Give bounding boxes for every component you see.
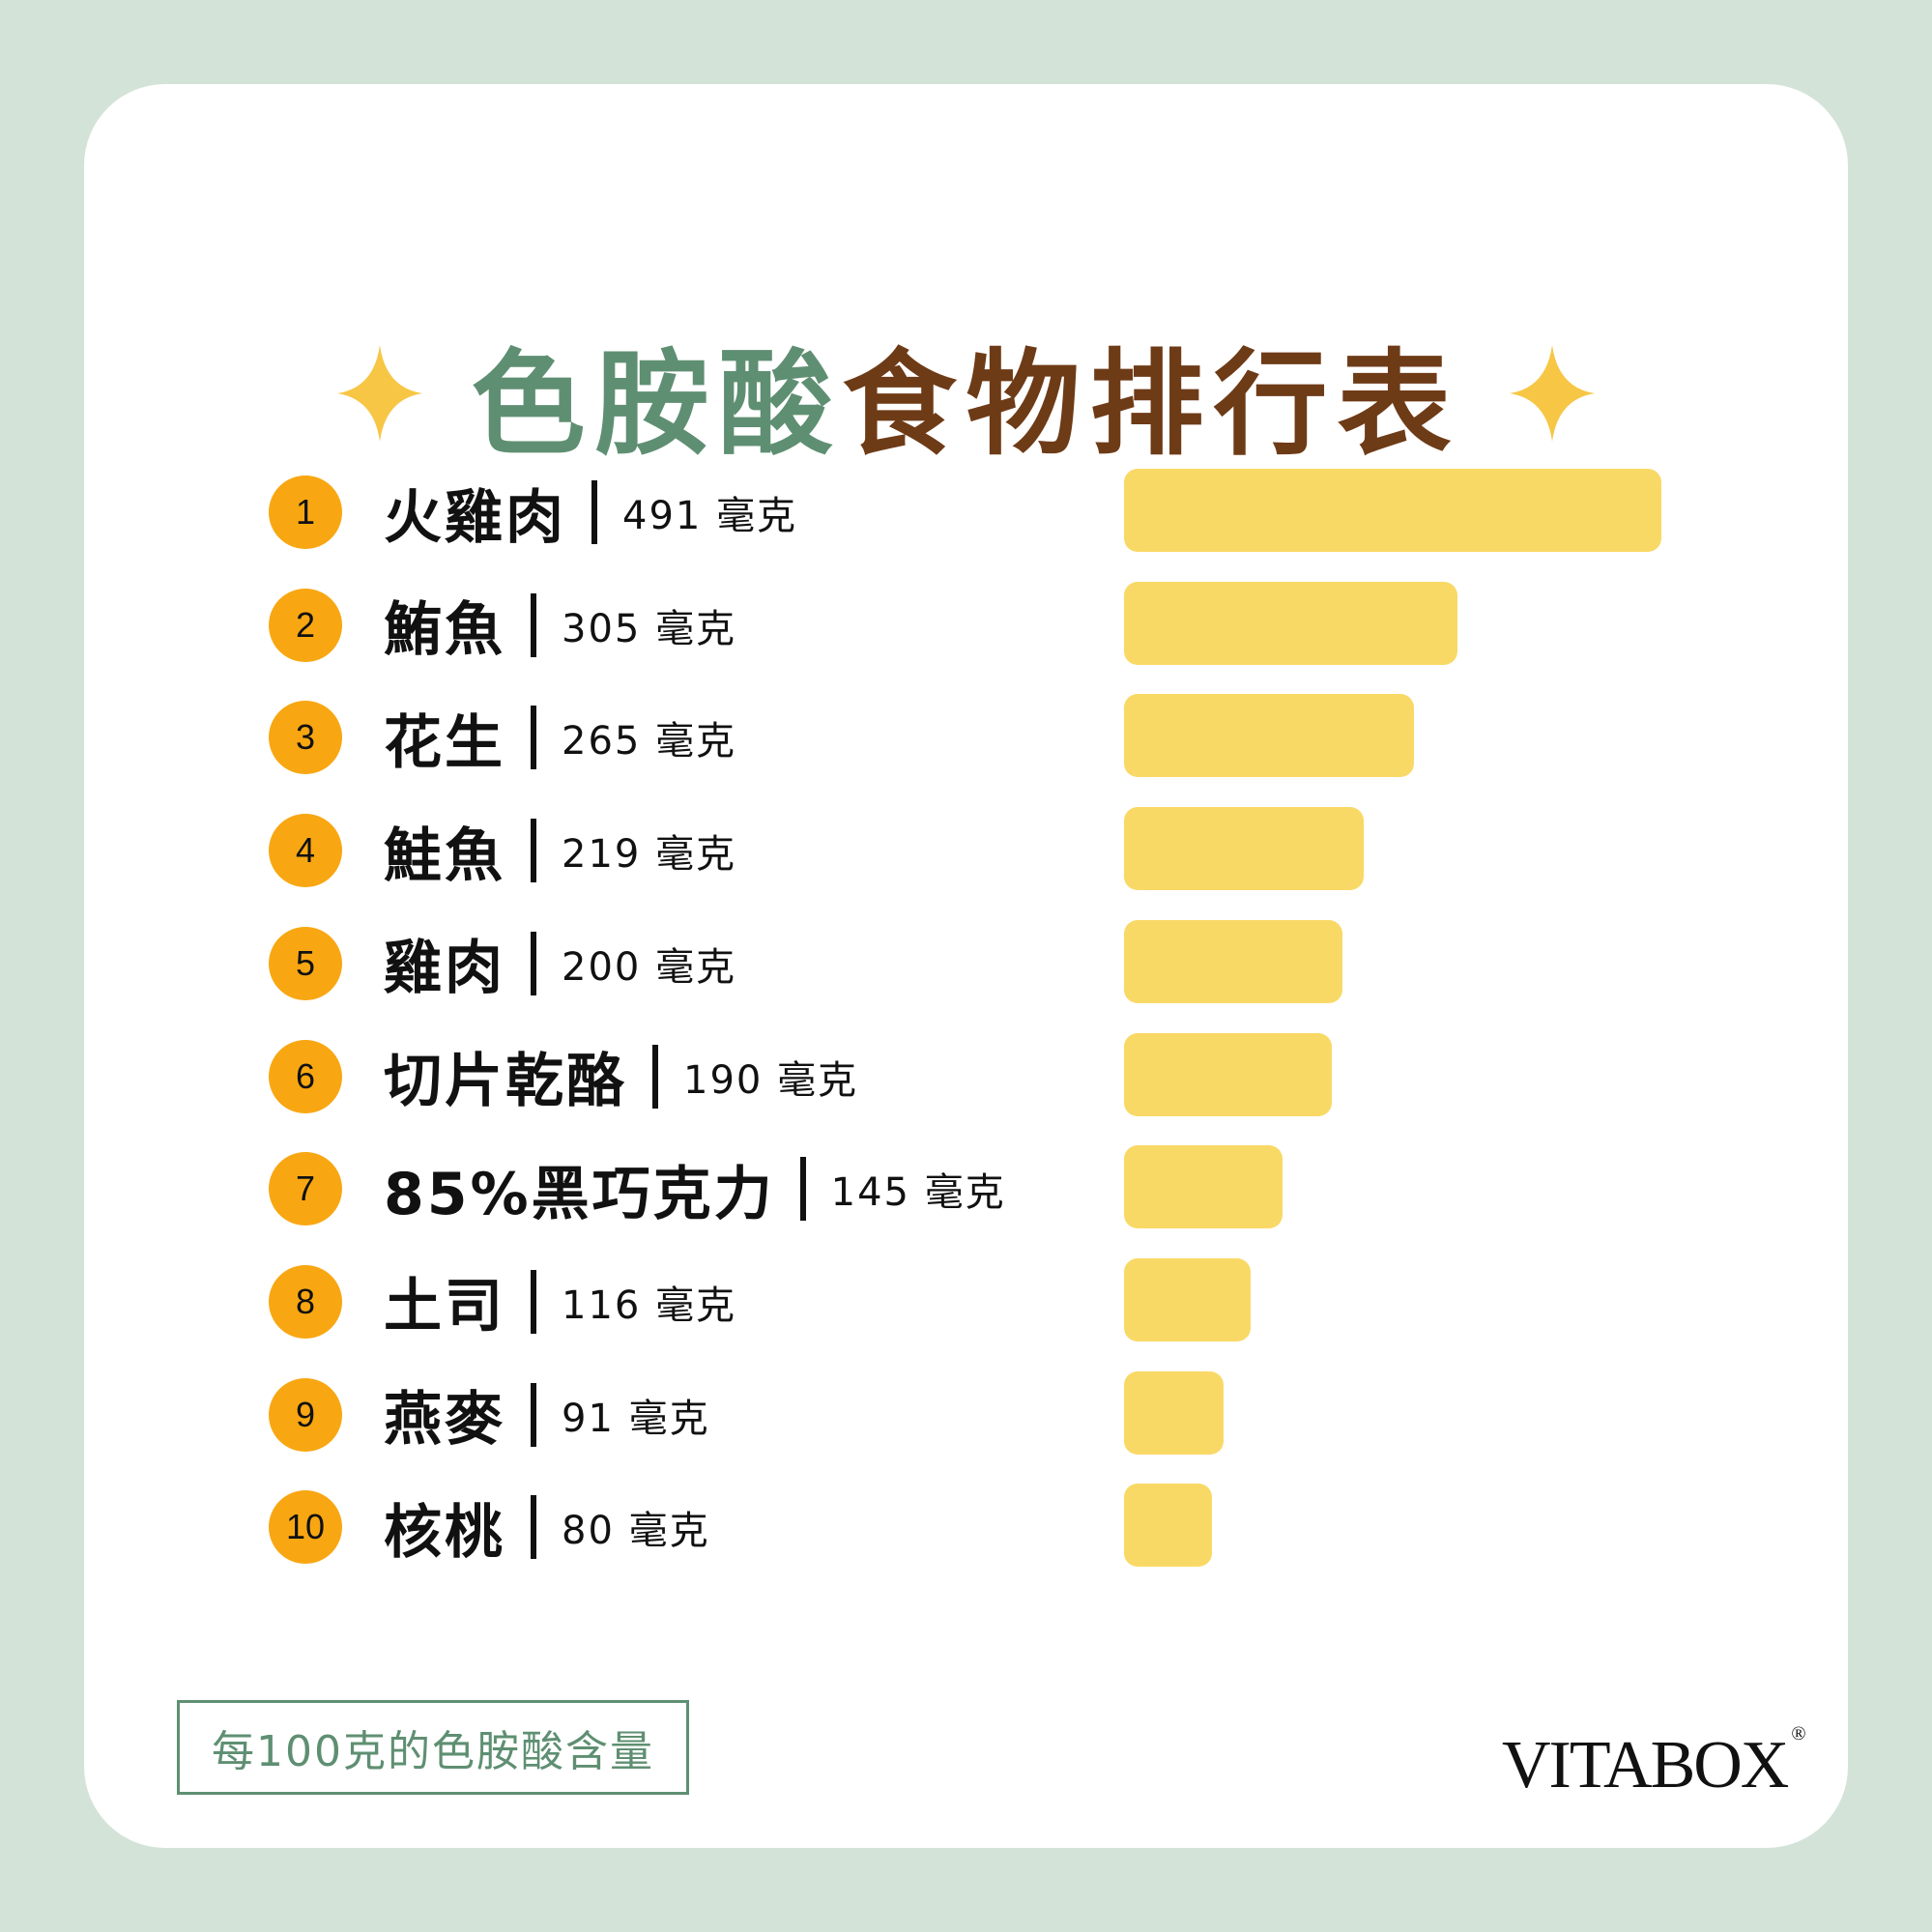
row-label: 85%黑巧克力 145 毫克 — [384, 1145, 1006, 1232]
row-label: 雞肉 200 毫克 — [384, 920, 736, 1007]
value-label: 145 毫克 — [830, 1170, 1006, 1216]
row-label: 燕麥 91 毫克 — [384, 1371, 710, 1458]
category-label: 雞肉 — [384, 935, 505, 1003]
bar — [1124, 469, 1661, 552]
chart-row: 2 鮪魚 305 毫克 — [84, 581, 1848, 669]
sparkle-right-icon — [1509, 345, 1595, 442]
category-label: 燕麥 — [384, 1386, 505, 1455]
rank-badge: 4 — [269, 814, 342, 888]
row-label: 鮭魚 219 毫克 — [384, 807, 736, 894]
bar — [1124, 1370, 1225, 1455]
row-label: 花生 265 毫克 — [384, 694, 736, 781]
category-label: 火雞肉 — [384, 483, 566, 552]
rank-badge: 1 — [269, 476, 342, 549]
separator-bar — [531, 706, 536, 770]
separator-bar — [591, 480, 597, 544]
value-label: 91 毫克 — [562, 1396, 710, 1441]
value-label: 305 毫克 — [562, 606, 737, 651]
separator-bar — [531, 819, 536, 883]
category-label: 85%黑巧克力 — [384, 1160, 775, 1228]
rank-badge: 9 — [269, 1377, 342, 1452]
value-label: 219 毫克 — [562, 832, 737, 878]
title-part-2: 食物排行表 — [842, 336, 1461, 471]
category-label: 切片乾酪 — [384, 1048, 627, 1115]
row-label: 鮪魚 305 毫克 — [384, 582, 736, 669]
bar — [1124, 1145, 1283, 1229]
rank-badge: 6 — [269, 1039, 342, 1113]
chart-row: 6 切片乾酪 190 毫克 — [84, 1032, 1848, 1120]
category-label: 核桃 — [384, 1498, 505, 1567]
rank-badge: 7 — [269, 1152, 342, 1226]
brand-name: VITABOX — [1502, 1728, 1789, 1802]
value-label: 265 毫克 — [562, 719, 737, 764]
value-label: 491 毫克 — [622, 494, 798, 538]
rank-badge: 3 — [269, 701, 342, 775]
chart-row: 3 花生 265 毫克 — [84, 694, 1848, 781]
chart-row: 7 85%黑巧克力 145 毫克 — [84, 1145, 1848, 1232]
separator-bar — [531, 931, 536, 995]
chart-row: 1 火雞肉 491 毫克 — [84, 469, 1848, 556]
rank-badge: 10 — [269, 1490, 342, 1565]
separator-bar — [531, 1495, 536, 1560]
title-part-1: 色胺酸 — [471, 336, 843, 471]
unit-note: 每100克的色胺酸含量 — [177, 1700, 689, 1795]
rank-badge: 8 — [269, 1264, 342, 1339]
category-label: 鮭魚 — [384, 822, 505, 890]
rank-badge: 5 — [269, 926, 342, 1000]
bar — [1124, 1484, 1212, 1568]
chart-row: 10 核桃 80 毫克 — [84, 1484, 1848, 1571]
bar — [1124, 581, 1458, 665]
category-label: 土司 — [384, 1273, 505, 1341]
separator-bar — [652, 1044, 658, 1109]
row-label: 火雞肉 491 毫克 — [384, 469, 797, 556]
page-title: 色胺酸食物排行表 — [84, 326, 1848, 471]
category-label: 鮪魚 — [384, 596, 505, 665]
sparkle-left-icon — [337, 345, 423, 442]
row-label: 土司 116 毫克 — [384, 1258, 736, 1345]
content-card: 色胺酸食物排行表 1 火雞肉 491 毫克 2 鮪魚 305 毫克 3 花生 265 毫克 4 鮭魚… — [84, 84, 1848, 1848]
value-label: 190 毫克 — [683, 1057, 859, 1103]
value-label: 80 毫克 — [562, 1509, 710, 1554]
category-label: 花生 — [384, 708, 505, 777]
chart-row: 8 土司 116 毫克 — [84, 1257, 1848, 1345]
row-label: 核桃 80 毫克 — [384, 1484, 710, 1571]
bar — [1124, 1032, 1333, 1116]
chart-row: 9 燕麥 91 毫克 — [84, 1370, 1848, 1458]
separator-bar — [799, 1157, 806, 1222]
value-label: 116 毫克 — [562, 1283, 737, 1328]
value-label: 200 毫克 — [562, 944, 737, 990]
separator-bar — [531, 1269, 536, 1334]
bar — [1124, 694, 1415, 778]
row-label: 切片乾酪 190 毫克 — [384, 1033, 858, 1120]
bar — [1124, 807, 1364, 891]
rank-badge: 2 — [269, 588, 342, 662]
brand-logo: VITABOX ® — [1502, 1723, 1806, 1804]
registered-mark: ® — [1791, 1723, 1805, 1745]
bar — [1124, 919, 1343, 1003]
chart-row: 5 雞肉 200 毫克 — [84, 919, 1848, 1007]
bar — [1124, 1257, 1252, 1341]
separator-bar — [531, 1382, 536, 1447]
separator-bar — [531, 592, 536, 657]
chart-row: 4 鮭魚 219 毫克 — [84, 807, 1848, 894]
